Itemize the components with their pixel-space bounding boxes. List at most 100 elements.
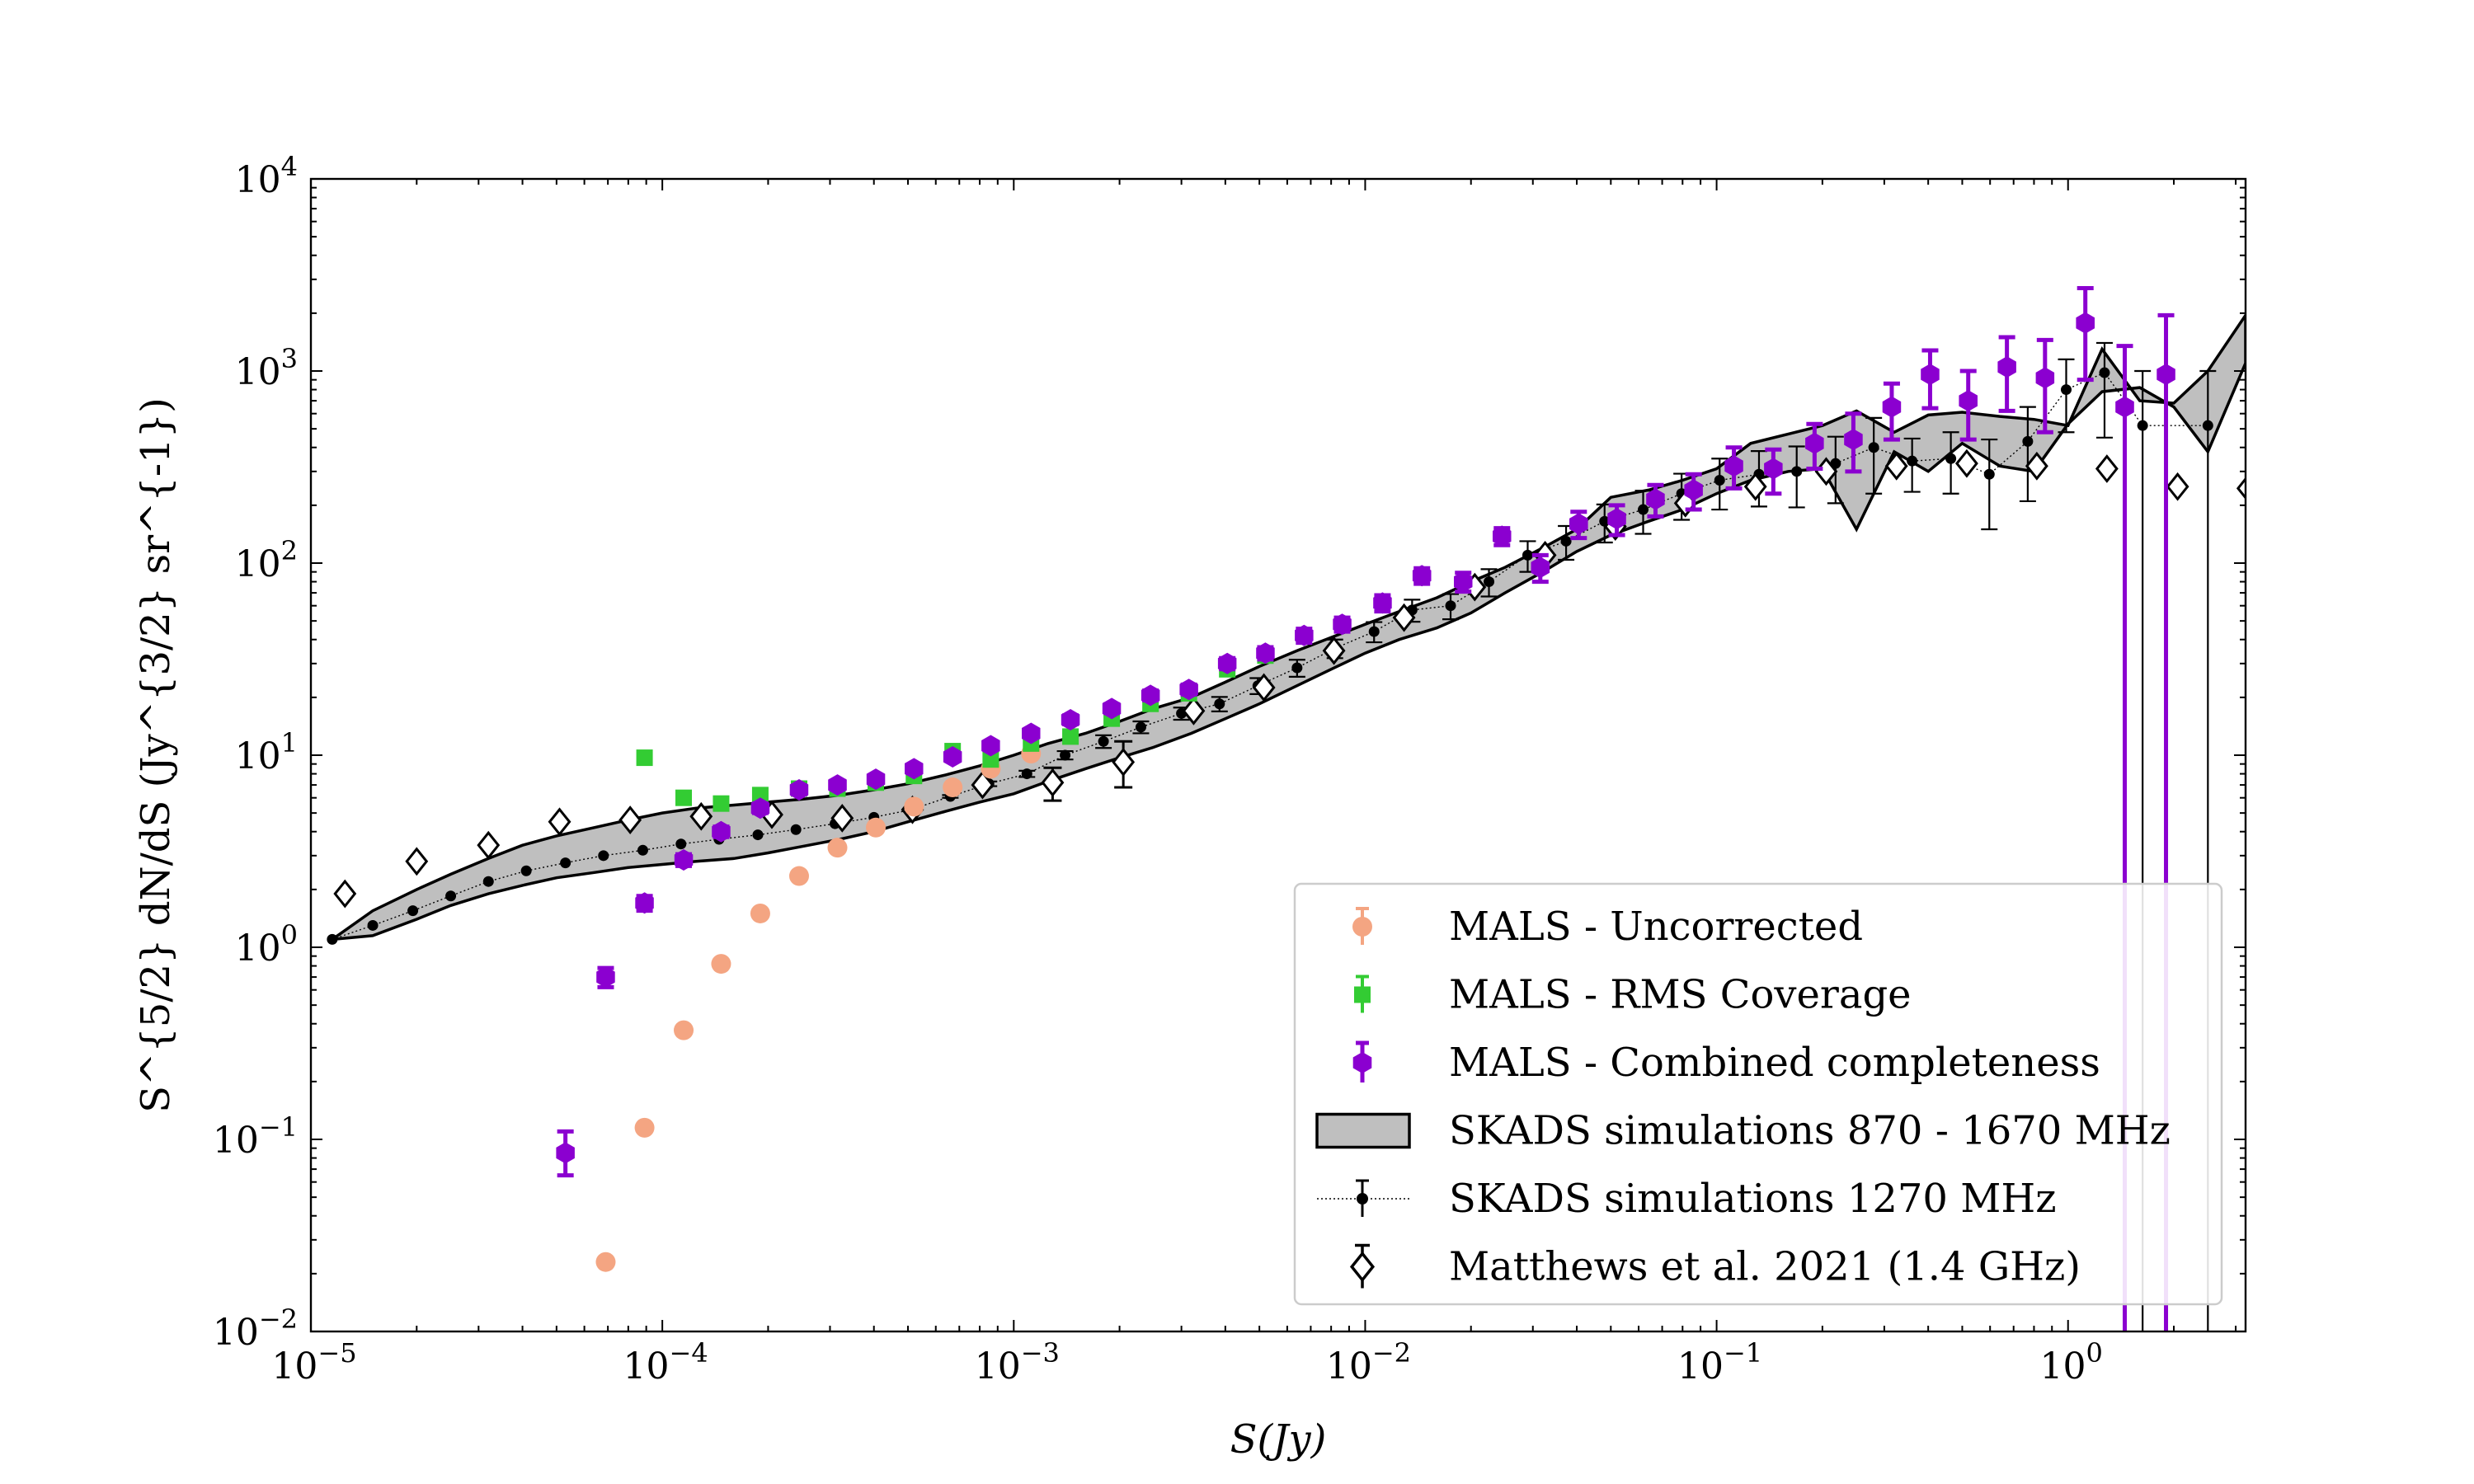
skads-1270-point	[790, 824, 802, 835]
skads-1270-point	[675, 838, 687, 850]
mals-combined-point	[750, 797, 770, 819]
tick-label-exponent: 0	[2086, 1337, 2103, 1369]
skads-1270-point	[1907, 455, 1918, 467]
legend-entry: MALS - Combined completeness	[1352, 1040, 2100, 1086]
mals-uncorrected-point	[674, 1020, 694, 1040]
tick-labels: 10−5 10−4 10−3 10−2 10−1 10010−210−1100101102…	[213, 151, 2103, 1388]
mals-combined-point	[943, 746, 962, 768]
skads-1270-point	[1983, 468, 1995, 480]
skads-1270-point	[1214, 698, 1225, 710]
mals-uncorrected-point	[711, 954, 731, 974]
mals-combined-point	[1607, 508, 1626, 530]
mals-combined-point	[905, 758, 924, 780]
legend-entries: MALS - Uncorrected MALS - RMS Coverage MAL…	[1315, 904, 2171, 1290]
skads-1270-point	[407, 905, 419, 917]
legend-marker	[1352, 1052, 1372, 1073]
matthews-diamond-point	[548, 807, 571, 837]
tick-label-base: 10	[235, 543, 281, 585]
mals-combined-point	[2115, 396, 2134, 418]
skads-1270-point	[1560, 535, 1572, 547]
tick-label-exponent: −4	[670, 1337, 708, 1369]
x-tick-label: 10−2	[1326, 1337, 1411, 1388]
mals-combined-point	[1179, 679, 1198, 701]
matthews-diamond-point	[477, 830, 501, 860]
mals-combined-point	[1061, 709, 1080, 730]
skads-1270-point	[1868, 442, 1879, 453]
y-tick-label: 10−1	[213, 1111, 298, 1162]
skads-1270-series	[327, 341, 2217, 1331]
matthews-diamond-point	[1112, 748, 1136, 777]
mals-combined-point	[635, 892, 654, 914]
skads-1270-error-bar	[2095, 341, 2113, 439]
tick-label-exponent: 0	[281, 919, 298, 951]
legend-label: MALS - RMS Coverage	[1449, 972, 1912, 1018]
matthews-diamond-point	[2236, 477, 2246, 500]
skads-1270-error-bar	[1865, 416, 1883, 495]
legend-handle	[1349, 1243, 1376, 1289]
matthews-diamond-point	[1182, 696, 1206, 726]
skads-1270-error-bar	[2019, 406, 2036, 503]
tick-label-exponent: −1	[1724, 1337, 1762, 1369]
mals-combined-point	[2076, 312, 2095, 334]
tick-label-exponent: 4	[281, 151, 298, 182]
mals-combined-point	[1805, 432, 1824, 454]
legend-entry: MALS - RMS Coverage	[1354, 972, 1912, 1018]
skads-1270-point	[637, 844, 648, 856]
mals-rms-point	[713, 795, 730, 812]
y-tick-label: 104	[235, 151, 298, 201]
tick-label-base: 10	[235, 928, 281, 970]
legend-handle	[1317, 1179, 1409, 1217]
mals-combined-point	[1333, 613, 1352, 636]
matthews-diamond-point	[618, 805, 642, 834]
skads-1270-point	[598, 850, 609, 862]
tick-label-base: 10	[1677, 1345, 1724, 1388]
skads-1270-point	[482, 876, 494, 887]
skads-1270-error-bar	[2058, 358, 2075, 434]
skads-1270-point	[1445, 600, 1456, 612]
tick-label-base: 10	[2040, 1345, 2086, 1388]
legend-box	[1293, 882, 2223, 1306]
legend-marker	[1357, 1193, 1368, 1205]
tick-label-exponent: 3	[281, 343, 298, 374]
skads-1270-point	[1484, 576, 1495, 588]
mals-uncorrected-point	[595, 1252, 616, 1272]
mals-rms-point	[636, 749, 653, 767]
mals-combined-point	[1959, 390, 1978, 412]
mals-combined-point	[1569, 513, 1588, 535]
legend-handle	[1352, 907, 1372, 945]
x-tick-label: 10−1	[1677, 1337, 1762, 1388]
y-tick-label: 103	[235, 343, 298, 393]
mals-combined-point	[1684, 479, 1703, 501]
skads-1270-point	[1945, 453, 1957, 464]
tick-label-exponent: −2	[1372, 1337, 1411, 1369]
matthews-diamond-point	[333, 879, 357, 909]
skads-1270-point	[1135, 721, 1146, 733]
skads-1270-point	[445, 890, 457, 902]
mals-uncorrected-point	[750, 903, 770, 923]
mals-uncorrected-point	[827, 838, 848, 858]
mals-combined-point	[1295, 624, 1314, 646]
mals-combined-point	[866, 768, 886, 791]
legend-marker	[1352, 917, 1372, 937]
matthews-diamond-point	[689, 801, 713, 831]
matthews-diamond-point	[1884, 451, 1908, 481]
mals-combined-point	[1844, 429, 1863, 451]
mals-rms-point	[751, 787, 769, 804]
mals-combined-point	[1882, 396, 1902, 418]
matthews-series	[333, 448, 2246, 909]
legend-label: MALS - Combined completeness	[1449, 1040, 2100, 1086]
legend-patch	[1315, 1112, 1411, 1149]
matthews-diamond-point	[2025, 451, 2048, 481]
skads-1270-point	[2137, 420, 2148, 431]
mals-rms-point	[675, 789, 693, 806]
mals-combined-point	[1256, 642, 1275, 665]
tick-label-base: 10	[235, 351, 281, 393]
mals-rms-point	[1062, 728, 1079, 745]
mals-combined-point	[2035, 367, 2055, 389]
skads-1270-point	[2099, 367, 2110, 378]
skads-1270-point	[1060, 749, 1071, 761]
mals-combined-point	[1764, 458, 1783, 480]
tick-label-base: 10	[623, 1345, 670, 1388]
mals-uncorrected-point	[904, 796, 924, 817]
